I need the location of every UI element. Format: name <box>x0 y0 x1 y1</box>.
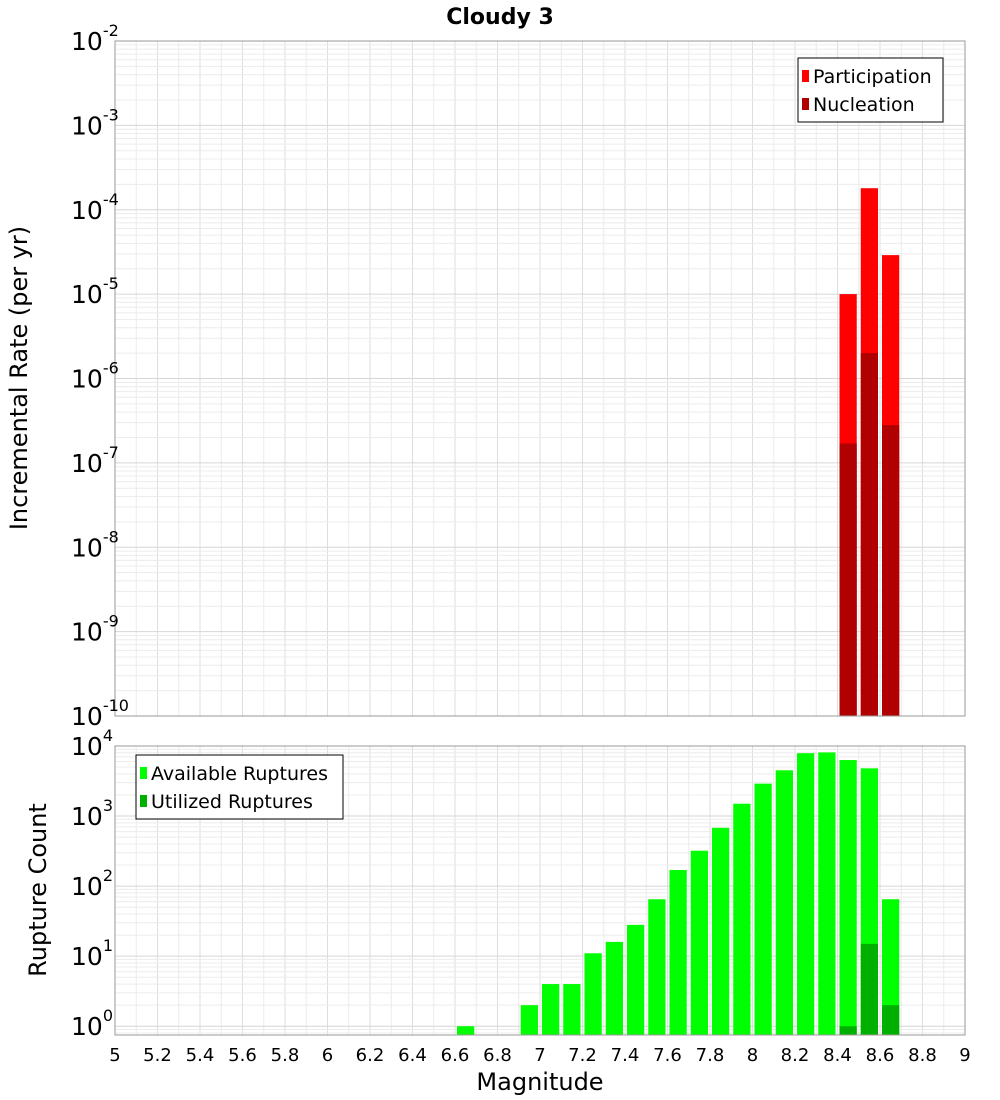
top-y-axis-label: Incremental Rate (per yr) <box>5 226 33 530</box>
top-bars <box>839 188 900 717</box>
bottom-bar-0-10 <box>712 827 730 1035</box>
x-tick-label: 5.2 <box>143 1045 172 1066</box>
bottom-bar-0-5 <box>605 941 623 1035</box>
bottom-legend-label: Available Ruptures <box>151 763 328 785</box>
x-axis-label: Magnitude <box>476 1068 603 1096</box>
x-tick-label: 6.8 <box>483 1045 512 1066</box>
x-tick-label: 8.8 <box>908 1045 937 1066</box>
bottom-bar-0-0 <box>457 1026 475 1035</box>
top-legend-label: Participation <box>813 66 932 88</box>
top-y-tick-label: 10-3 <box>71 105 119 140</box>
bottom-y-ticks: 100 101 102 103 104 <box>71 726 113 1041</box>
bottom-legend-swatch <box>140 795 147 807</box>
top-y-tick-label: 10-10 <box>71 696 129 731</box>
bottom-y-axis-label: Rupture Count <box>24 803 52 977</box>
top-legend-label: Nucleation <box>813 94 915 116</box>
x-tick-label: 5 <box>109 1045 120 1066</box>
bottom-bar-0-3 <box>563 984 581 1035</box>
bottom-bar-0-7 <box>648 899 666 1035</box>
bottom-legend: Available Ruptures Utilized Ruptures <box>135 754 344 820</box>
top-y-tick-label: 10-6 <box>71 359 119 394</box>
bottom-bar-0-2 <box>542 984 560 1035</box>
x-tick-label: 9 <box>959 1045 970 1066</box>
x-tick-label: 8.4 <box>823 1045 852 1066</box>
bottom-y-tick-label: 103 <box>71 796 113 831</box>
top-legend: Participation Nucleation <box>797 57 944 123</box>
x-tick-label: 5.6 <box>228 1045 257 1066</box>
chart-title: Cloudy 3 <box>446 5 554 30</box>
bottom-bar-0-9 <box>690 850 708 1035</box>
bottom-bar-0-18 <box>882 899 900 1035</box>
bottom-bar-0-11 <box>733 803 751 1035</box>
top-y-tick-label: 10-4 <box>71 190 119 225</box>
bottom-legend-swatch <box>140 767 147 779</box>
bottom-legend-label: Utilized Ruptures <box>151 791 313 813</box>
x-tick-label: 7.4 <box>611 1045 640 1066</box>
bottom-bars <box>457 752 900 1035</box>
x-tick-label: 5.4 <box>186 1045 215 1066</box>
bottom-bar-0-8 <box>669 869 687 1035</box>
x-tick-label: 6.4 <box>398 1045 427 1066</box>
x-tick-label: 6.6 <box>441 1045 470 1066</box>
top-plot-border <box>114 40 966 717</box>
bottom-y-tick-label: 100 <box>71 1006 113 1041</box>
top-y-tick-label: 10-9 <box>71 612 119 647</box>
bottom-y-tick-label: 102 <box>71 866 113 901</box>
top-bar-1-1 <box>860 353 878 716</box>
bottom-bar-0-16 <box>839 760 857 1035</box>
top-y-tick-label: 10-5 <box>71 274 119 309</box>
x-tick-label: 5.8 <box>271 1045 300 1066</box>
bottom-bar-0-15 <box>818 752 836 1035</box>
x-tick-label: 8.2 <box>781 1045 810 1066</box>
bottom-bar-1-1 <box>860 943 878 1035</box>
bottom-plot-border <box>114 745 966 1036</box>
x-tick-label: 6 <box>322 1045 333 1066</box>
x-tick-label: 7.8 <box>696 1045 725 1066</box>
bottom-bar-0-13 <box>775 770 793 1035</box>
bottom-bar-0-14 <box>797 753 815 1035</box>
top-y-tick-label: 10-2 <box>71 21 119 56</box>
bottom-x-ticks: 5 5.2 5.4 5.6 5.8 6 6.2 6.4 6.6 6.8 7 7.2 7.4 7.6 7.8 8… <box>109 1045 970 1066</box>
bottom-legend-box <box>135 754 344 820</box>
x-tick-label: 7 <box>534 1045 545 1066</box>
top-legend-swatch <box>802 98 809 110</box>
bottom-bar-0-1 <box>520 1005 538 1035</box>
bottom-y-tick-label: 104 <box>71 726 113 761</box>
x-tick-label: 7.2 <box>568 1045 597 1066</box>
bottom-bar-1-0 <box>839 1026 857 1035</box>
top-y-tick-label: 10-7 <box>71 443 119 478</box>
bottom-panel: 100 101 102 103 104 5 5.2 5.4 5.6 5.8 6 6.2 6.4 6.6 6… <box>24 726 971 1096</box>
x-tick-label: 8 <box>747 1045 758 1066</box>
bottom-bar-0-6 <box>627 924 645 1035</box>
top-bar-1-2 <box>882 425 900 716</box>
top-panel: 10-10 10-9 10-8 10-7 10-6 10-5 10-4 10-3 10-2 In… <box>5 21 966 731</box>
top-legend-swatch <box>802 70 809 82</box>
bottom-bar-0-12 <box>754 783 772 1035</box>
top-y-tick-label: 10-8 <box>71 527 119 562</box>
bottom-y-tick-label: 101 <box>71 936 113 971</box>
bottom-bar-0-4 <box>584 953 602 1035</box>
x-tick-label: 8.6 <box>866 1045 895 1066</box>
top-grid <box>114 40 966 717</box>
top-bar-1-0 <box>839 443 857 716</box>
top-legend-box <box>797 57 944 123</box>
bottom-bar-1-2 <box>882 1005 900 1035</box>
x-tick-label: 6.2 <box>356 1045 385 1066</box>
x-tick-label: 7.6 <box>653 1045 682 1066</box>
top-y-ticks: 10-10 10-9 10-8 10-7 10-6 10-5 10-4 10-3 10-2 <box>71 21 129 731</box>
